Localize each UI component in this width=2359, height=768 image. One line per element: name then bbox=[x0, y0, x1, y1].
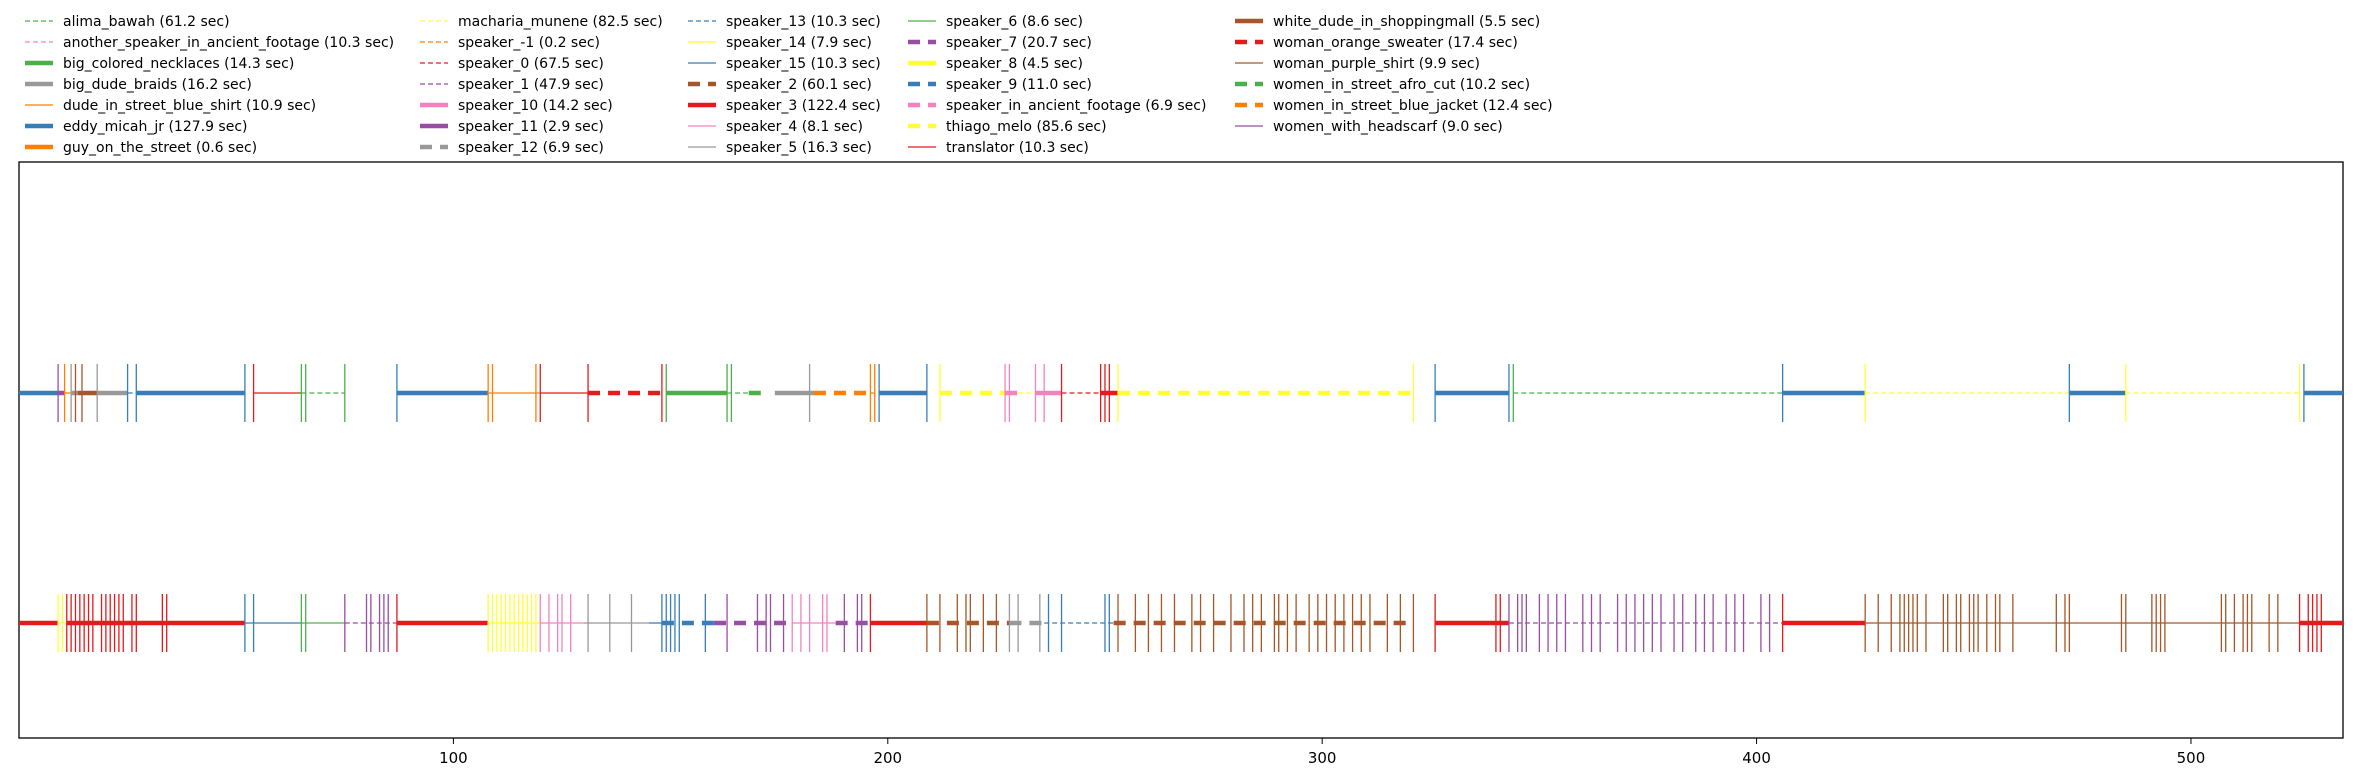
legend-label: speaker_11 (2.9 sec) bbox=[458, 119, 604, 135]
legend-label: alima_bawah (61.2 sec) bbox=[63, 14, 230, 30]
legend-label: women_with_headscarf (9.0 sec) bbox=[1273, 119, 1503, 135]
legend-label: speaker_15 (10.3 sec) bbox=[726, 56, 881, 72]
legend-label: big_colored_necklaces (14.3 sec) bbox=[63, 56, 294, 72]
legend-label: macharia_munene (82.5 sec) bbox=[458, 14, 663, 30]
legend-label: dude_in_street_blue_shirt (10.9 sec) bbox=[63, 98, 316, 114]
legend-label: speaker_3 (122.4 sec) bbox=[726, 98, 881, 114]
legend-label: speaker_8 (4.5 sec) bbox=[946, 56, 1083, 72]
legend-label: speaker_in_ancient_footage (6.9 sec) bbox=[946, 98, 1206, 114]
x-tick-label: 300 bbox=[1308, 749, 1337, 767]
legend-label: women_in_street_blue_jacket (12.4 sec) bbox=[1273, 98, 1553, 114]
legend-label: speaker_13 (10.3 sec) bbox=[726, 14, 881, 30]
plot-frame bbox=[18, 161, 2344, 739]
legend-label: woman_orange_sweater (17.4 sec) bbox=[1273, 35, 1518, 51]
legend-label: speaker_9 (11.0 sec) bbox=[946, 77, 1092, 93]
legend-label: speaker_2 (60.1 sec) bbox=[726, 77, 872, 93]
x-tick-label: 100 bbox=[439, 749, 468, 767]
x-tick-label: 500 bbox=[2177, 749, 2206, 767]
legend-label: woman_purple_shirt (9.9 sec) bbox=[1273, 56, 1480, 72]
x-tick-label: 200 bbox=[873, 749, 902, 767]
legend-label: speaker_1 (47.9 sec) bbox=[458, 77, 604, 93]
x-axis: 100 200 300 400 500 bbox=[439, 738, 2205, 767]
x-tick-label: 400 bbox=[1742, 749, 1771, 767]
legend-label: speaker_14 (7.9 sec) bbox=[726, 35, 872, 51]
legend-label: thiago_melo (85.6 sec) bbox=[946, 119, 1107, 135]
legend-label: speaker_4 (8.1 sec) bbox=[726, 119, 863, 135]
legend-label: eddy_micah_jr (127.9 sec) bbox=[63, 119, 248, 135]
legend-label: speaker_7 (20.7 sec) bbox=[946, 35, 1092, 51]
legend-label: big_dude_braids (16.2 sec) bbox=[63, 77, 252, 93]
legend-label: another_speaker_in_ancient_footage (10.3… bbox=[63, 35, 394, 51]
legend-label: speaker_0 (67.5 sec) bbox=[458, 56, 604, 72]
legend-label: speaker_5 (16.3 sec) bbox=[726, 140, 872, 156]
legend-label: speaker_12 (6.9 sec) bbox=[458, 140, 604, 156]
legend-label: guy_on_the_street (0.6 sec) bbox=[63, 140, 257, 156]
legend-label: speaker_-1 (0.2 sec) bbox=[458, 35, 600, 51]
legend-label: translator (10.3 sec) bbox=[946, 140, 1089, 156]
legend-label: white_dude_in_shoppingmall (5.5 sec) bbox=[1273, 14, 1540, 30]
legend-label: women_in_street_afro_cut (10.2 sec) bbox=[1273, 77, 1530, 93]
legend: alima_bawah (61.2 sec) another_speaker_in… bbox=[25, 14, 1553, 156]
legend-label: speaker_6 (8.6 sec) bbox=[946, 14, 1083, 30]
legend-label: speaker_10 (14.2 sec) bbox=[458, 98, 613, 114]
plot-marks bbox=[19, 364, 2343, 652]
